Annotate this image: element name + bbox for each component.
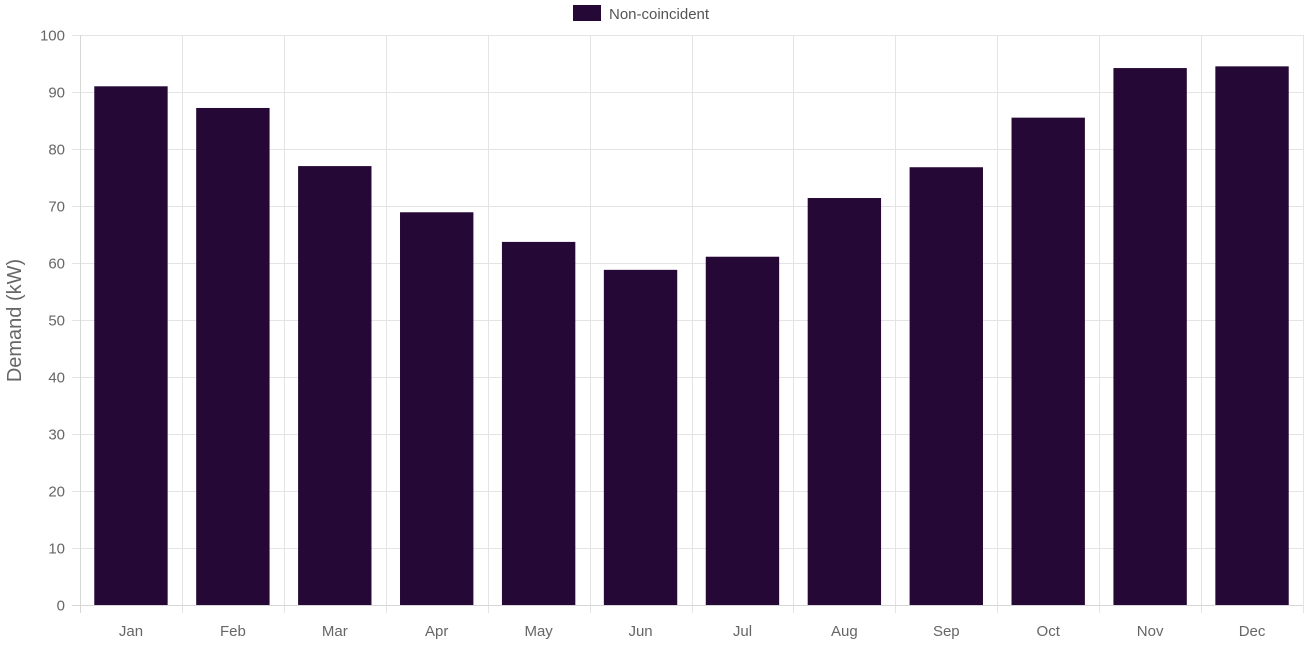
x-tick-label: Dec <box>1239 623 1266 640</box>
y-tick-label: 70 <box>48 199 65 216</box>
bar-mar[interactable] <box>298 166 372 605</box>
x-tick-label: Nov <box>1137 623 1164 640</box>
y-tick-label: 100 <box>40 28 65 45</box>
bar-nov[interactable] <box>1113 68 1187 605</box>
bar-dec[interactable] <box>1215 66 1289 606</box>
bar-apr[interactable] <box>400 212 474 605</box>
y-tick-label: 40 <box>48 370 65 387</box>
x-tick-label: Jan <box>119 623 143 640</box>
y-tick-label: 20 <box>48 484 65 501</box>
x-tick-label: Apr <box>425 623 448 640</box>
y-tick-label: 50 <box>48 313 65 330</box>
x-tick-label: Feb <box>220 623 246 640</box>
x-tick-label: Sep <box>933 623 960 640</box>
y-tick-label: 10 <box>48 541 65 558</box>
bar-feb[interactable] <box>196 107 270 606</box>
bar-aug[interactable] <box>807 198 882 605</box>
x-tick-label: Jul <box>733 623 752 640</box>
y-axis-ticks: 0 10 20 30 40 50 60 70 80 90 100 <box>40 28 65 615</box>
x-axis-ticks: Jan Feb Mar Apr May Jun Jul Aug Sep Oct Nov Dec <box>119 623 1266 640</box>
y-tick-label: 0 <box>57 598 65 615</box>
x-tick-label: Mar <box>322 623 348 640</box>
bar-jun[interactable] <box>603 269 678 605</box>
bars <box>94 66 1289 606</box>
y-tick-label: 30 <box>48 427 65 444</box>
legend[interactable]: Non-coincident <box>573 5 710 23</box>
x-tick-label: Aug <box>831 623 858 640</box>
y-tick-label: 80 <box>48 142 65 159</box>
x-tick-label: May <box>524 623 553 640</box>
bar-sep[interactable] <box>909 167 983 606</box>
y-tick-label: 90 <box>48 85 65 102</box>
x-tick-label: Jun <box>628 623 652 640</box>
bar-jan[interactable] <box>94 86 168 606</box>
bar-oct[interactable] <box>1011 117 1085 606</box>
y-tick-label: 60 <box>48 256 65 273</box>
gridlines <box>72 35 1304 613</box>
legend-label[interactable]: Non-coincident <box>609 6 710 23</box>
y-axis-title: Demand (kW) <box>4 259 26 382</box>
bar-jul[interactable] <box>705 256 780 605</box>
legend-swatch[interactable] <box>573 5 601 21</box>
bar-may[interactable] <box>501 241 576 605</box>
x-tick-label: Oct <box>1037 623 1061 640</box>
